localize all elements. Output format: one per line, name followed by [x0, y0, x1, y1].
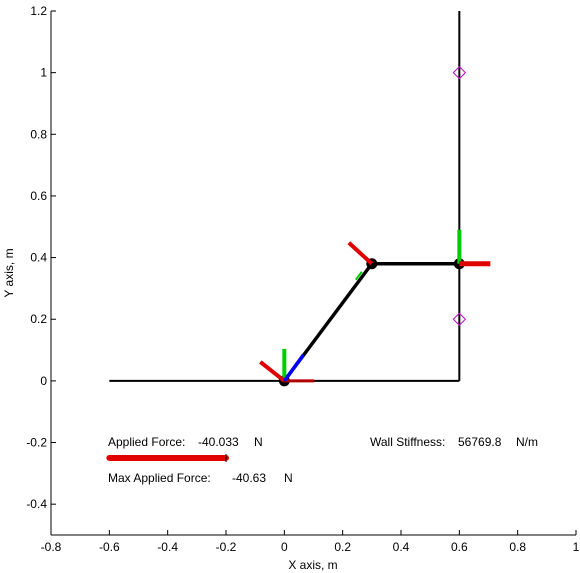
- y-tick-label: 0.8: [30, 127, 47, 141]
- y-axis-label: Y axis, m: [2, 248, 16, 297]
- y-ticks: 1.2 1 0.8 0.6 0.4 0.2 0 -0.2 -0.4: [26, 4, 56, 511]
- x-axis-label: X axis, m: [288, 558, 337, 572]
- x-tick-label: 1: [573, 540, 580, 554]
- x-tick-label: -0.6: [99, 540, 120, 554]
- x-tick-label: 0.8: [509, 540, 526, 554]
- wall-marker: [452, 312, 467, 326]
- x-tick-label: -0.8: [41, 540, 62, 554]
- x-tick-label: 0.4: [393, 540, 410, 554]
- wall-markers: [452, 65, 467, 326]
- x-ticks: -0.8 -0.6 -0.4 -0.2 0 0.2 0.4 0.6 0.8 1: [41, 530, 580, 554]
- wall-stiffness-value: 56769.8: [458, 435, 502, 449]
- applied-force-value: -40.033: [198, 435, 239, 449]
- y-tick-label: -0.2: [26, 436, 47, 450]
- x-tick-label: 0: [281, 540, 288, 554]
- x-tick-label: 0.6: [451, 540, 468, 554]
- y-tick-label: 0.6: [30, 189, 47, 203]
- y-tick-label: 1.2: [30, 4, 47, 18]
- joint-frames: [259, 229, 491, 383]
- x-tick-label: -0.2: [216, 540, 237, 554]
- max-force-value: -40.63: [232, 471, 266, 485]
- applied-force-label: Applied Force:: [108, 435, 185, 449]
- robot-arm: [278, 258, 465, 387]
- wall-stiffness-unit: N/m: [516, 435, 538, 449]
- wall-stiffness-label: Wall Stiffness:: [370, 435, 445, 449]
- y-tick-label: 0.2: [30, 312, 47, 326]
- base-frame-link-axis: [282, 353, 305, 382]
- wall-marker: [452, 65, 467, 80]
- y-tick-label: 0.4: [30, 251, 47, 265]
- max-force-unit: N: [284, 471, 293, 485]
- elbow-frame-force: [347, 241, 374, 266]
- y-tick-label: 1: [40, 66, 47, 80]
- applied-force-unit: N: [254, 435, 263, 449]
- y-tick-label: -0.4: [26, 497, 47, 511]
- base-frame-force: [259, 360, 286, 383]
- elbow-frame-link-axis: [355, 271, 363, 281]
- x-tick-label: -0.4: [157, 540, 178, 554]
- y-tick-label: 0: [40, 374, 47, 388]
- x-tick-label: 0.2: [334, 540, 351, 554]
- max-force-label: Max Applied Force:: [108, 471, 211, 485]
